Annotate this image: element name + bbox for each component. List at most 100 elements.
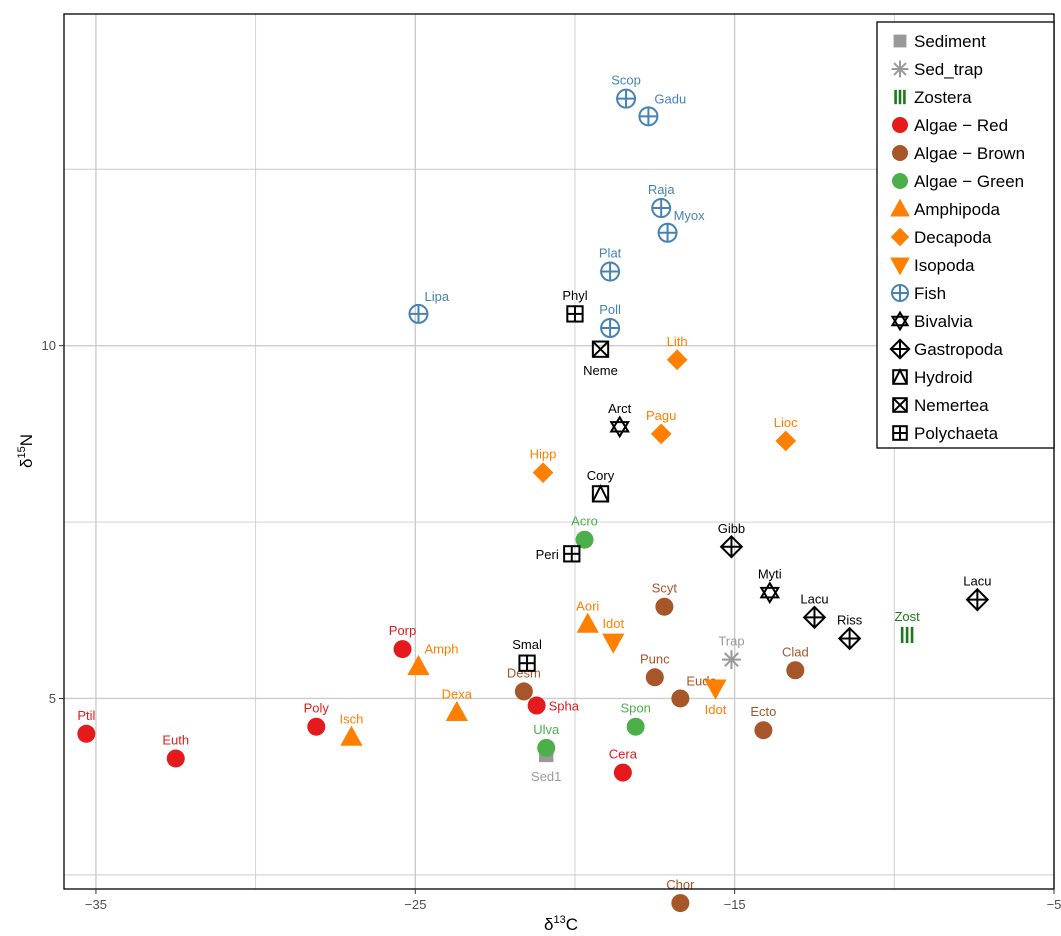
point-label: Clad <box>782 644 809 659</box>
point-amph: Amph <box>407 642 458 676</box>
point-label: Phyl <box>562 288 587 303</box>
legend-label: Algae − Brown <box>914 144 1025 163</box>
point-label: Trap <box>718 634 744 649</box>
point-raja: Raja <box>648 182 675 219</box>
point-riss: Riss <box>837 612 863 651</box>
point-label: Neme <box>583 363 618 378</box>
point-label: Scyt <box>652 581 678 596</box>
legend-item-algae-brown: Algae − Brown <box>892 144 1025 163</box>
point-smal: Smal <box>512 637 542 672</box>
point-spon: Spon <box>620 701 651 736</box>
point-punc: Punc <box>640 651 670 687</box>
legend-item-fish: Fish <box>891 284 946 303</box>
point-acro: Acro <box>571 514 598 549</box>
point-lipa: Lipa <box>408 289 450 324</box>
point-neme: Neme <box>583 340 618 378</box>
point-label: Sed1 <box>531 769 561 784</box>
x-tick-label: −25 <box>404 897 426 912</box>
point-pagu: Pagu <box>646 408 676 445</box>
plot-border <box>63 13 1055 890</box>
point-label: Poly <box>304 701 330 716</box>
point-label: Myox <box>674 208 706 223</box>
point-label: Punc <box>640 651 670 666</box>
point-euth: Euth <box>162 732 189 768</box>
point-label: Cera <box>609 747 638 762</box>
legend-label: Decapoda <box>914 228 992 247</box>
point-ecto: Ecto <box>750 704 776 740</box>
y-tick-label: 5 <box>49 691 56 706</box>
point-isch: Isch <box>339 711 363 746</box>
legend-label: Sed_trap <box>914 60 983 79</box>
point-poly: Poly <box>304 701 330 736</box>
point-phyl: Phyl <box>562 288 588 323</box>
legend-label: Nemertea <box>914 396 989 415</box>
point-label: Riss <box>837 612 863 627</box>
legend-label: Amphipoda <box>914 200 1001 219</box>
point-aori: Aori <box>576 598 599 633</box>
point-poll: Poll <box>599 302 621 339</box>
point-label: Ulva <box>533 722 560 737</box>
legend-label: Bivalvia <box>914 312 973 331</box>
point-gibb: Gibb <box>718 521 745 559</box>
point-chor: Chor <box>666 877 695 913</box>
legend-item-sed-trap: Sed_trap <box>891 60 983 79</box>
axes: −35 −25 −15 −5 5 10 <box>42 338 1061 912</box>
legend-item-zostera: Zostera <box>894 88 972 107</box>
point-spha: Spha <box>527 696 580 715</box>
point-label: Smal <box>512 637 542 652</box>
point-zost: Zost <box>894 609 920 644</box>
point-plat: Plat <box>599 246 622 282</box>
x-tick-label: −15 <box>724 897 746 912</box>
point-label: Peri <box>536 547 559 562</box>
point-label: Lacu <box>800 591 828 606</box>
legend-label: Zostera <box>914 88 972 107</box>
legend-label: Sediment <box>914 32 986 51</box>
point-peri: Peri <box>536 545 581 563</box>
point-desm: Desm <box>507 665 541 701</box>
point-label: Isch <box>339 711 363 726</box>
point-label: Lith <box>667 334 688 349</box>
legend-item-decapoda: Decapoda <box>890 227 992 247</box>
point-label: Lioc <box>774 415 798 430</box>
point-label: Myti <box>758 567 782 582</box>
point-myti: Myti <box>758 567 782 605</box>
legend-item-polychaeta: Polychaeta <box>892 424 999 443</box>
point-label: Dexa <box>442 687 473 702</box>
point-ptil: Ptil <box>77 708 95 743</box>
legend-item-amphipoda: Amphipoda <box>890 198 1001 219</box>
point-trap: Trap <box>718 634 745 670</box>
point-label: Ecto <box>750 704 776 719</box>
x-tick-label: −5 <box>1047 897 1061 912</box>
legend-item-sediment: Sediment <box>893 32 986 51</box>
point-label: Spha <box>549 699 580 714</box>
point-label: Desm <box>507 665 541 680</box>
legend-item-isopoda: Isopoda <box>890 256 975 276</box>
legend-item-nemertea: Nemertea <box>892 396 989 415</box>
point-dexa: Dexa <box>442 687 473 722</box>
point-label: Euth <box>162 732 189 747</box>
y-axis-label: δ15N <box>16 434 36 468</box>
legend-label: Polychaeta <box>914 424 999 443</box>
legend-item-hydroid: Hydroid <box>892 367 973 387</box>
point-label: Pagu <box>646 408 676 423</box>
point-label: Arct <box>608 401 632 416</box>
point-label: Chor <box>666 877 695 892</box>
point-lioc: Lioc <box>774 415 798 452</box>
point-label: Idot <box>705 702 727 717</box>
point-scop: Scop <box>611 73 641 109</box>
point-cory: Cory <box>587 468 615 503</box>
legend-item-gastropoda: Gastropoda <box>889 338 1003 360</box>
point-label: Spon <box>620 701 650 716</box>
legend-label: Fish <box>914 284 946 303</box>
legend-label: Algae − Red <box>914 116 1008 135</box>
point-clad: Clad <box>782 644 809 680</box>
point-lith: Lith <box>667 334 688 371</box>
point-label: Gadu <box>654 91 686 106</box>
point-idot: Idot <box>704 679 727 717</box>
point-label: Hipp <box>530 447 557 462</box>
y-tick-label: 10 <box>42 338 56 353</box>
x-tick-label: −35 <box>85 897 107 912</box>
point-label: Zost <box>894 609 920 624</box>
point-hipp: Hipp <box>530 447 557 484</box>
point-lacu: Lacu <box>800 591 829 630</box>
